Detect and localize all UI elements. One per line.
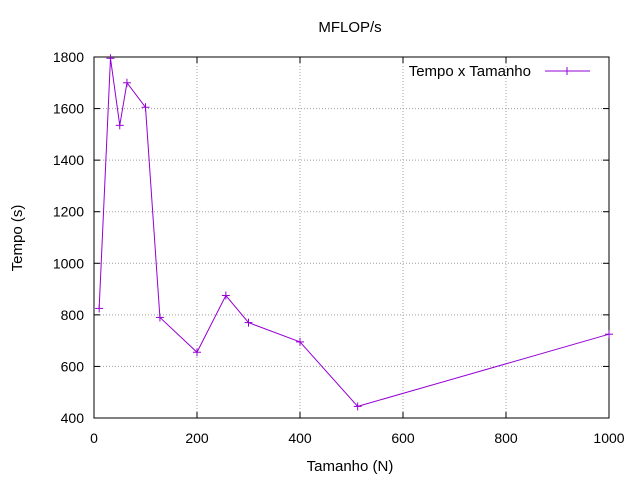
y-tick-label: 800 — [61, 307, 85, 323]
series-line — [98, 58, 610, 407]
y-tick-label: 600 — [61, 358, 85, 374]
series-layer — [95, 54, 613, 411]
data-point — [95, 304, 104, 313]
y-tick-label: 1000 — [53, 255, 84, 271]
data-point — [244, 318, 253, 327]
y-tick-label: 1400 — [53, 152, 84, 168]
data-point — [605, 330, 613, 339]
data-point — [296, 337, 304, 346]
y-tick-label: 1600 — [53, 101, 84, 117]
y-tick-label: 400 — [61, 410, 85, 426]
legend-marker — [563, 67, 571, 75]
legend: Tempo x Tamanho — [409, 63, 590, 80]
x-tick-label: 1000 — [593, 430, 624, 446]
grid-lines — [94, 57, 609, 418]
tick-labels: 0 200 400 600 800 1000 400 600 800 1000 1200 1400 16… — [53, 49, 625, 446]
data-point — [353, 402, 362, 411]
legend-point — [563, 67, 571, 75]
data-point — [141, 103, 150, 112]
data-point — [193, 348, 201, 357]
x-tick-label: 400 — [288, 430, 312, 446]
x-tick-label: 200 — [185, 430, 209, 446]
y-tick-label: 1800 — [53, 49, 84, 65]
data-point — [115, 121, 124, 130]
legend-label: Tempo x Tamanho — [409, 63, 531, 80]
x-tick-label: 0 — [90, 430, 98, 446]
data-point — [221, 291, 230, 300]
data-point — [122, 78, 131, 87]
plot-area-border — [93, 56, 610, 419]
x-tick-label: 800 — [494, 430, 518, 446]
data-point — [155, 313, 164, 322]
chart-title: MFLOP/s — [318, 19, 381, 36]
y-axis-title: Tempo (s) — [9, 205, 26, 272]
x-axis-title: Tamanho (N) — [307, 458, 394, 475]
data-point — [106, 54, 115, 63]
x-tick-label: 600 — [391, 430, 415, 446]
y-tick-label: 1200 — [53, 204, 84, 220]
